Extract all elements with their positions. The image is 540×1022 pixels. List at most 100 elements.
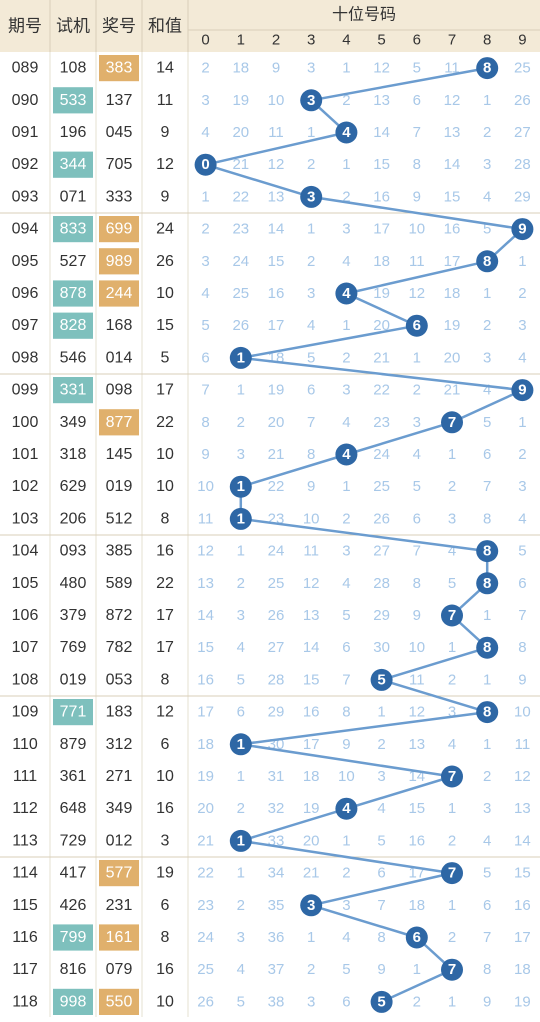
miss-value: 2 xyxy=(307,961,315,978)
sum-cell: 6 xyxy=(161,736,170,753)
header-background xyxy=(0,0,540,52)
prize-cell: 145 xyxy=(106,446,133,463)
prize-cell: 512 xyxy=(106,510,133,527)
miss-value: 5 xyxy=(518,543,526,560)
miss-value: 9 xyxy=(413,607,421,624)
miss-value: 24 xyxy=(197,929,214,946)
miss-value: 1 xyxy=(342,156,350,173)
data-label: 5 xyxy=(377,671,385,688)
miss-value: 12 xyxy=(514,768,531,785)
miss-value: 21 xyxy=(232,156,249,173)
miss-value: 26 xyxy=(197,993,214,1010)
miss-value: 16 xyxy=(444,221,461,238)
sum-cell: 8 xyxy=(161,929,170,946)
data-point xyxy=(300,185,323,208)
miss-value: 12 xyxy=(373,60,390,77)
prize-cell: 383 xyxy=(106,60,133,77)
miss-value: 17 xyxy=(303,736,320,753)
miss-value: 15 xyxy=(514,865,531,882)
sum-cell: 10 xyxy=(156,285,174,302)
sum-cell: 16 xyxy=(156,961,174,978)
miss-value: 1 xyxy=(413,961,421,978)
miss-value: 3 xyxy=(342,897,350,914)
period-cell: 103 xyxy=(12,510,39,527)
miss-value: 14 xyxy=(444,156,461,173)
data-point xyxy=(335,797,358,820)
miss-value: 23 xyxy=(197,897,214,914)
header-digit-9: 9 xyxy=(518,32,526,49)
miss-value: 3 xyxy=(413,414,421,431)
miss-value: 3 xyxy=(448,510,456,527)
trial-cell: 379 xyxy=(60,607,87,624)
miss-value: 5 xyxy=(377,832,385,849)
sum-cell: 17 xyxy=(156,382,174,399)
miss-value: 8 xyxy=(483,510,491,527)
trial-cell: 318 xyxy=(60,446,87,463)
prize-cell: 019 xyxy=(106,478,133,495)
trial-cell: 206 xyxy=(60,510,87,527)
trial-cell: 828 xyxy=(60,317,87,334)
data-label: 1 xyxy=(237,349,245,366)
miss-value: 35 xyxy=(268,897,285,914)
miss-value: 1 xyxy=(237,543,245,560)
miss-value: 21 xyxy=(303,865,320,882)
header-digit-7: 7 xyxy=(448,32,456,49)
prize-cell: 014 xyxy=(106,349,133,366)
prize-highlight xyxy=(99,248,139,275)
miss-value: 7 xyxy=(518,607,526,624)
miss-value: 6 xyxy=(413,510,421,527)
miss-value: 2 xyxy=(483,124,491,141)
miss-value: 27 xyxy=(373,543,390,560)
miss-value: 1 xyxy=(483,92,491,109)
miss-value: 15 xyxy=(303,671,320,688)
period-cell: 117 xyxy=(12,961,38,978)
miss-value: 2 xyxy=(448,832,456,849)
data-label: 5 xyxy=(377,993,385,1010)
miss-value: 26 xyxy=(373,510,390,527)
data-label: 6 xyxy=(413,929,421,946)
miss-value: 11 xyxy=(268,124,284,141)
miss-value: 1 xyxy=(307,124,315,141)
header-group-title: 十位号码 xyxy=(332,6,396,24)
miss-value: 5 xyxy=(483,865,491,882)
sum-cell: 17 xyxy=(156,639,174,656)
header-prize: 奖号 xyxy=(102,17,136,36)
data-point xyxy=(300,89,323,112)
miss-value: 3 xyxy=(307,285,315,302)
miss-value: 9 xyxy=(518,671,526,688)
sum-cell: 22 xyxy=(156,575,174,592)
miss-value: 2 xyxy=(237,800,245,817)
miss-value: 1 xyxy=(518,253,526,270)
data-point xyxy=(405,926,428,949)
data-label: 1 xyxy=(237,832,245,849)
period-cell: 089 xyxy=(12,60,39,77)
data-label: 9 xyxy=(518,382,526,399)
data-label: 1 xyxy=(237,510,245,527)
period-cell: 096 xyxy=(12,285,39,302)
miss-value: 18 xyxy=(514,961,531,978)
miss-value: 28 xyxy=(514,156,531,173)
trial-cell: 546 xyxy=(60,349,87,366)
miss-value: 10 xyxy=(338,768,355,785)
header-sum: 和值 xyxy=(148,17,182,36)
data-point xyxy=(229,733,252,756)
prize-cell: 333 xyxy=(106,188,133,205)
miss-value: 7 xyxy=(483,929,491,946)
miss-value: 29 xyxy=(514,188,531,205)
miss-value: 6 xyxy=(237,704,245,721)
miss-value: 17 xyxy=(197,704,214,721)
miss-value: 5 xyxy=(413,478,421,495)
data-point xyxy=(441,765,463,788)
prize-highlight xyxy=(99,280,139,307)
sum-cell: 19 xyxy=(156,865,174,882)
prize-highlight xyxy=(99,409,139,436)
miss-value: 13 xyxy=(268,188,285,205)
miss-value: 2 xyxy=(201,60,209,77)
period-cell: 107 xyxy=(12,639,39,656)
prize-highlight xyxy=(99,988,139,1015)
miss-value: 3 xyxy=(342,221,350,238)
miss-value: 6 xyxy=(342,993,350,1010)
trial-cell: 629 xyxy=(60,478,87,495)
miss-value: 18 xyxy=(303,768,320,785)
